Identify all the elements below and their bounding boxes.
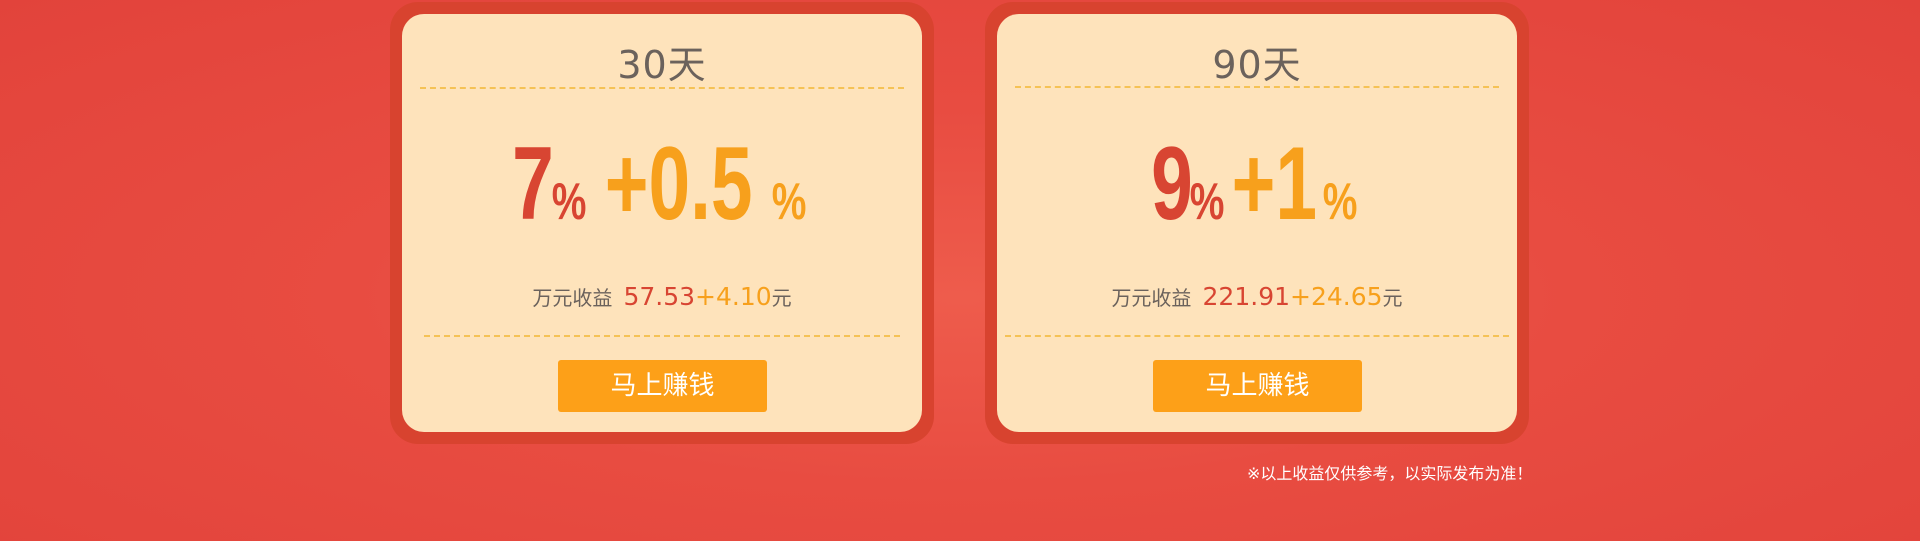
plan-card-90-days: 90天 9%+1% 万元收益 221.91+24.65元 马上赚钱 [985, 2, 1529, 444]
bonus-rate-percent: % [771, 173, 807, 231]
income-label: 万元收益 [1111, 286, 1192, 310]
base-rate-percent: % [1190, 173, 1225, 231]
plan-rate: 9%+1% [997, 132, 1517, 236]
plan-card-30-days: 30天 7% +0.5% 万元收益 57.53+4.10元 马上赚钱 [390, 2, 934, 444]
divider [1015, 86, 1499, 88]
income-bonus: +24.65 [1290, 282, 1383, 311]
bonus-rate: +1 [1231, 126, 1317, 242]
earn-now-button[interactable]: 马上赚钱 [1153, 360, 1362, 412]
disclaimer-text: ※以上收益仅供参考，以实际发布为准！ [1247, 464, 1533, 483]
divider [1005, 335, 1509, 337]
income-label: 万元收益 [532, 286, 613, 310]
income-line: 万元收益 221.91+24.65元 [997, 282, 1517, 311]
base-rate: 9 [1150, 126, 1193, 242]
plan-card-inner: 90天 9%+1% 万元收益 221.91+24.65元 马上赚钱 [997, 14, 1517, 432]
plan-card-inner: 30天 7% +0.5% 万元收益 57.53+4.10元 马上赚钱 [402, 14, 922, 432]
divider [420, 87, 904, 89]
plan-rate: 7% +0.5% [402, 132, 922, 236]
income-unit: 元 [1382, 286, 1403, 310]
income-bonus: +4.10 [695, 282, 772, 311]
income-base: 57.53 [623, 282, 696, 311]
base-rate: 7 [512, 126, 554, 242]
divider [424, 335, 900, 337]
income-unit: 元 [771, 286, 792, 310]
income-line: 万元收益 57.53+4.10元 [402, 282, 922, 311]
base-rate-percent: % [551, 173, 587, 231]
earn-now-button[interactable]: 马上赚钱 [558, 360, 767, 412]
plan-duration: 30天 [617, 43, 707, 87]
bonus-rate: +0.5 [605, 126, 753, 242]
bonus-rate-percent: % [1322, 173, 1358, 231]
income-base: 221.91 [1202, 282, 1291, 311]
plan-duration: 90天 [1212, 43, 1302, 87]
